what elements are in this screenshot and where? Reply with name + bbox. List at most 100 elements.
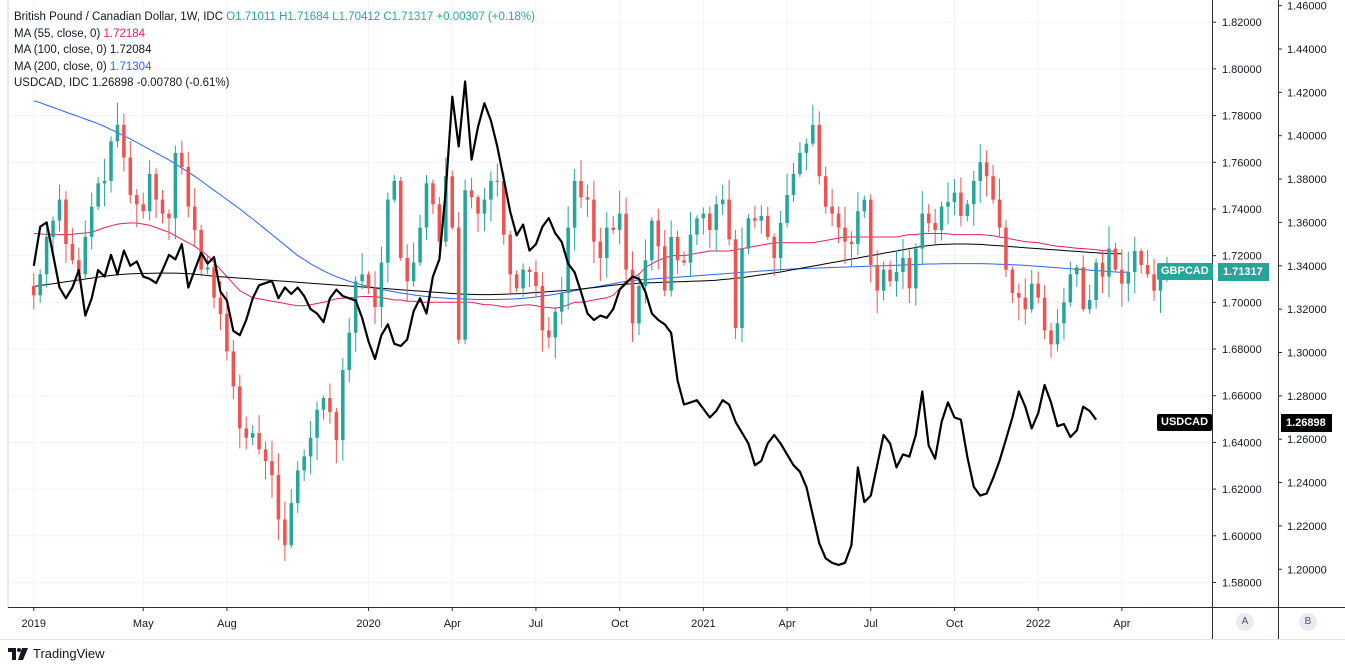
candle-up bbox=[347, 332, 352, 371]
scale-b-button[interactable]: B bbox=[1299, 613, 1317, 631]
candle-down bbox=[31, 285, 36, 296]
legend-main[interactable]: British Pound / Canadian Dollar, 1W, IDC… bbox=[14, 9, 535, 26]
candle-down bbox=[514, 274, 519, 289]
candle-down bbox=[868, 199, 873, 265]
usdcad-price-tag: 1.26898 bbox=[1281, 414, 1332, 432]
candle-down bbox=[276, 475, 281, 520]
candle-down bbox=[772, 236, 776, 258]
time-scale-label: Jul bbox=[529, 618, 543, 630]
time-scale-label: Apr bbox=[1113, 618, 1130, 630]
candle-down bbox=[997, 199, 1002, 228]
candle-up bbox=[308, 437, 313, 457]
candle-down bbox=[907, 257, 912, 289]
left-scale-label: 1.62000 bbox=[1222, 484, 1262, 496]
right-scale-label: 1.42000 bbox=[1287, 87, 1327, 99]
candle-up bbox=[605, 227, 609, 258]
candle-down bbox=[1113, 248, 1118, 270]
candle-up bbox=[650, 220, 654, 261]
candle-up bbox=[862, 199, 867, 212]
left-scale-label: 1.78000 bbox=[1222, 111, 1262, 123]
candle-up bbox=[1158, 276, 1163, 291]
candlestick-series bbox=[31, 102, 1169, 561]
candle-down bbox=[1152, 274, 1156, 291]
legend-ma55[interactable]: MA (55, close, 0) 1.72184 bbox=[14, 26, 535, 43]
right-scale-label: 1.26000 bbox=[1287, 434, 1327, 446]
candle-up bbox=[495, 180, 500, 182]
candle-up bbox=[386, 199, 390, 263]
candle-up bbox=[688, 234, 693, 263]
candle-down bbox=[270, 461, 274, 476]
candle-down bbox=[231, 351, 236, 387]
candle-up bbox=[978, 162, 982, 181]
candle-up bbox=[302, 456, 306, 471]
left-scale-label: 1.70000 bbox=[1222, 297, 1262, 309]
candle-down bbox=[823, 176, 828, 207]
legend-ma200[interactable]: MA (200, close, 0) 1.71304 bbox=[14, 59, 535, 76]
candle-up bbox=[83, 236, 88, 275]
usdcad-series bbox=[32, 80, 1097, 567]
candle-down bbox=[263, 449, 268, 462]
ma200-name: MA (200, close, 0) bbox=[14, 60, 107, 73]
candle-down bbox=[611, 227, 615, 230]
gbpcad-price-tag: 1.71317 bbox=[1218, 263, 1269, 281]
candle-down bbox=[1004, 227, 1008, 270]
candle-up bbox=[637, 285, 641, 324]
ma200-value: 1.71304 bbox=[109, 60, 152, 73]
time-scale-label: 2021 bbox=[691, 618, 715, 630]
candle-down bbox=[64, 199, 68, 244]
candle-up bbox=[695, 218, 699, 235]
candle-down bbox=[192, 206, 197, 230]
time-scale-label: Oct bbox=[611, 618, 628, 630]
candle-down bbox=[122, 124, 126, 158]
candle-up bbox=[643, 260, 648, 286]
candle-down bbox=[1081, 267, 1086, 310]
candle-up bbox=[901, 257, 905, 272]
candle-up bbox=[115, 124, 120, 142]
candle-down bbox=[1049, 330, 1053, 345]
tradingview-logo[interactable]: TradingView bbox=[8, 646, 105, 661]
candle-down bbox=[630, 269, 635, 324]
candle-down bbox=[579, 180, 583, 198]
candle-down bbox=[476, 197, 480, 214]
symbol-name: British Pound / Canadian Dollar, 1W, IDC bbox=[14, 11, 224, 23]
left-scale-label: 1.72000 bbox=[1222, 251, 1262, 263]
candle-up bbox=[521, 269, 525, 289]
ma55-name: MA (55, close, 0) bbox=[14, 27, 101, 40]
candle-up bbox=[44, 236, 49, 275]
candle-up bbox=[57, 199, 62, 221]
low-value: L1.70412 bbox=[332, 11, 381, 23]
candle-up bbox=[881, 269, 886, 291]
scale-a-button[interactable]: A bbox=[1236, 613, 1254, 631]
legend-ma100[interactable]: MA (100, close, 0) 1.72084 bbox=[14, 42, 535, 59]
candle-up bbox=[798, 152, 802, 174]
candle-up bbox=[1126, 271, 1131, 284]
candle-down bbox=[134, 194, 139, 205]
ma100-name: MA (100, close, 0) bbox=[14, 44, 107, 57]
candle-up bbox=[1094, 262, 1098, 300]
candle-up bbox=[669, 236, 673, 291]
candle-down bbox=[592, 199, 596, 242]
candle-up bbox=[946, 201, 950, 207]
candle-up bbox=[920, 213, 925, 249]
candle-up bbox=[759, 215, 764, 221]
time-scale-label: May bbox=[133, 618, 154, 630]
candle-up bbox=[418, 227, 422, 263]
candle-down bbox=[70, 243, 75, 261]
legend-usdcad[interactable]: USDCAD, IDC 1.26898 -0.00780 (-0.61%) bbox=[14, 75, 535, 92]
candle-down bbox=[238, 386, 242, 429]
candle-up bbox=[1068, 274, 1073, 303]
gbpcad-label-tag: GBPCAD bbox=[1157, 263, 1213, 280]
candle-up bbox=[1029, 283, 1034, 310]
candle-down bbox=[1100, 262, 1105, 277]
candle-down bbox=[366, 274, 371, 289]
candle-up bbox=[321, 398, 326, 410]
candle-down bbox=[199, 229, 203, 270]
candle-down bbox=[373, 288, 377, 308]
right-scale-label: 1.28000 bbox=[1287, 391, 1327, 403]
ma100-value: 1.72084 bbox=[109, 44, 152, 57]
candle-down bbox=[1145, 264, 1150, 275]
candle-down bbox=[160, 199, 165, 214]
left-scale-label: 1.60000 bbox=[1222, 531, 1262, 543]
candle-down bbox=[167, 213, 171, 219]
